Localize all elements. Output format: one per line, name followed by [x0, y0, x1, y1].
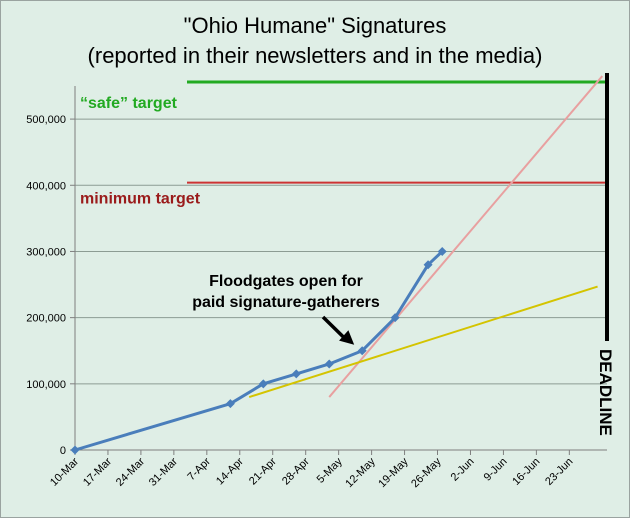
target-label: “safe” target [80, 95, 178, 112]
x-tick-label: 9-Jun [482, 456, 510, 484]
data-point [390, 313, 400, 323]
annotation-line1: Floodgates open for [209, 273, 363, 290]
target-label: minimum target [80, 191, 201, 208]
chart-title-line2: (reported in their newsletters and in th… [87, 43, 543, 68]
x-tick-label: 19-May [376, 455, 411, 490]
x-tick-label: 24-Mar [114, 455, 147, 488]
y-tick-label: 300,000 [26, 246, 66, 258]
y-tick-label: 0 [60, 445, 66, 457]
x-tick-label: 28-Apr [280, 455, 312, 487]
plot-area [75, 86, 607, 450]
data-point [225, 399, 235, 409]
chart-title-line1: "Ohio Humane" Signatures [183, 13, 447, 38]
annotation-arrow [321, 315, 347, 340]
annotation-arrowhead [339, 330, 355, 345]
data-point [258, 379, 268, 389]
x-tick-label: 17-Mar [81, 455, 114, 488]
data-point [291, 369, 301, 379]
data-point [324, 359, 334, 369]
trendline [248, 285, 598, 399]
x-tick-label: 21-Apr [247, 455, 279, 487]
x-tick-label: 2-Jun [449, 456, 477, 484]
data-point [357, 346, 367, 356]
deadline-label: DEADLINE [596, 349, 615, 436]
x-tick-label: 12-May [343, 455, 378, 490]
x-tick-label: 5-May [315, 455, 345, 485]
annotation-line2: paid signature-gatherers [192, 294, 380, 311]
trendline [328, 75, 604, 398]
x-tick-label: 16-Jun [510, 456, 542, 488]
x-tick-label: 10-Mar [48, 455, 81, 488]
x-tick-label: 26-May [409, 455, 444, 490]
x-tick-label: 23-Jun [543, 456, 575, 488]
data-point [423, 260, 433, 270]
y-tick-label: 100,000 [26, 379, 66, 391]
data-point [437, 246, 447, 256]
x-tick-label: 7-Apr [185, 455, 213, 483]
y-tick-label: 200,000 [26, 313, 66, 325]
x-tick-label: 14-Apr [214, 455, 246, 487]
x-tick-label: 31-Mar [147, 455, 180, 488]
y-tick-label: 400,000 [26, 180, 66, 192]
data-point [70, 445, 80, 455]
y-tick-label: 500,000 [26, 114, 66, 126]
